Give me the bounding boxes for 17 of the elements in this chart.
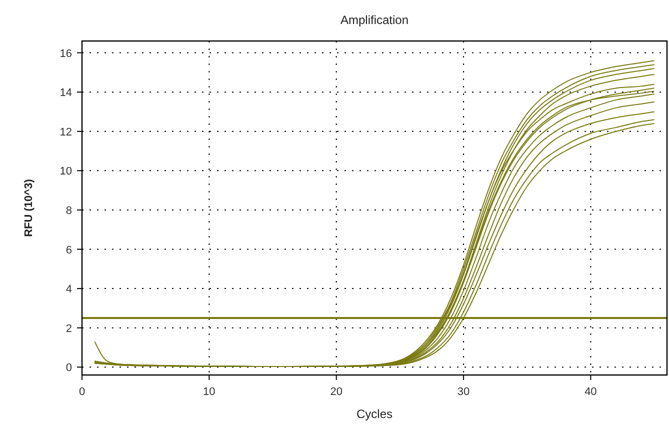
x-tick-label: 40 (584, 386, 597, 398)
y-axis-title: RFU (10^3) (23, 178, 35, 237)
y-tick-label: 16 (60, 48, 72, 60)
y-tick-label: 4 (66, 284, 72, 296)
y-tick-label: 6 (66, 244, 72, 256)
y-tick-label: 12 (60, 126, 72, 138)
x-tick-label: 20 (330, 386, 342, 398)
x-tick-label: 0 (78, 386, 86, 398)
y-tick-label: 0 (66, 362, 72, 374)
x-axis-title: Cycles (356, 407, 393, 421)
y-tick-label: 8 (66, 204, 72, 217)
y-tick-label: 10 (60, 166, 72, 178)
x-tick-label: 10 (203, 386, 216, 398)
y-tick-label: 2 (66, 322, 72, 335)
chart-title: Amplification (340, 13, 409, 27)
x-tick-label: 30 (457, 386, 470, 398)
y-tick-label: 14 (60, 87, 72, 100)
